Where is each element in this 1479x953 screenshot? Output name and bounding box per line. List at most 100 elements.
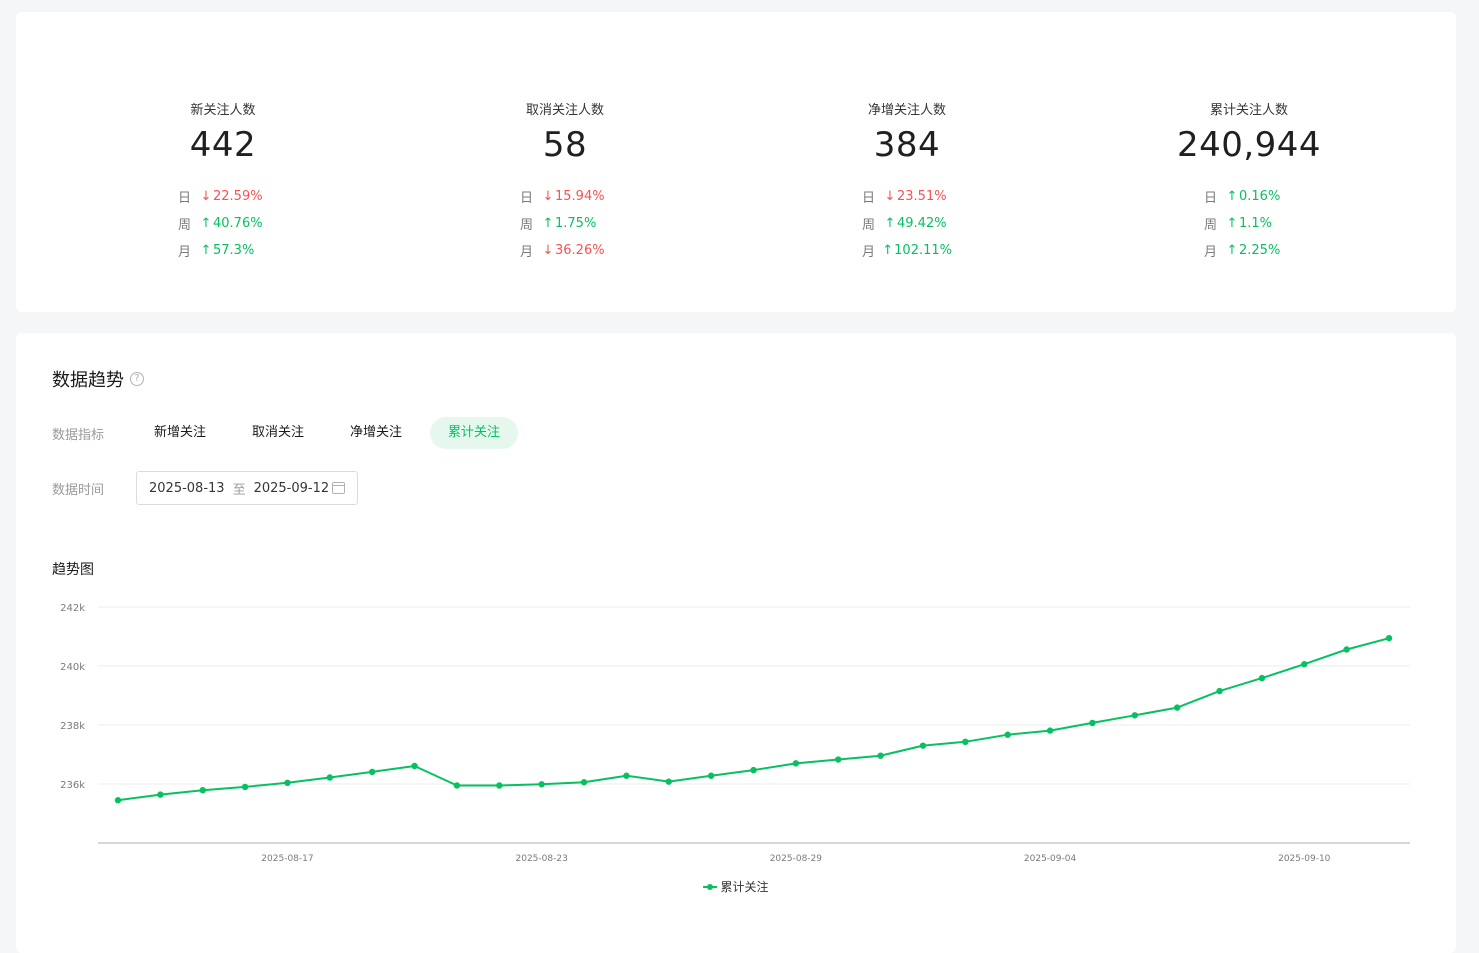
change-period: 月 [862,245,876,260]
stat-label: 累计关注人数 [1209,103,1288,118]
stat-value: 240,944 [1176,125,1322,165]
stat-changes: 日 ↓ 15.94% 周 ↑ 1.75% 月 ↓ 36.26% [385,183,745,264]
data-point [114,797,122,804]
arrow-up-icon: ↑ [882,243,894,258]
section-title: 数据趋势 ? [52,366,144,392]
data-point [1046,727,1054,734]
section-title-text: 数据趋势 [52,370,124,391]
data-point [496,782,503,789]
tab-total-follow[interactable]: 累计关注 [430,417,519,449]
data-point [1258,674,1266,682]
change-value: 49.42% [897,216,947,231]
stat-changes: 日 ↓ 23.51% 周 ↑ 49.42% 月 ↑ 102.11% [727,183,1087,264]
change-row: 周 ↑ 1.1% [1204,210,1294,237]
change-period: 周 [1204,218,1218,233]
stat-changes: 日 ↓ 22.59% 周 ↑ 40.76% 月 ↑ 57.3% [43,183,403,264]
change-row: 日 ↓ 22.59% [178,183,268,210]
arrow-up-icon: ↑ [200,243,212,258]
change-period: 日 [178,191,192,206]
x-tick-label: 2025-09-10 [1278,854,1331,864]
data-point [580,779,588,786]
arrow-down-icon: ↓ [542,189,554,204]
change-row: 周 ↑ 40.76% [178,210,268,237]
legend-label: 累计关注 [720,880,769,894]
change-value: 22.59% [213,189,263,204]
data-point [750,766,757,774]
date-end[interactable]: 2025-09-12 [253,480,330,496]
change-row: 月 ↓ 36.26% [520,237,610,264]
arrow-up-icon: ↑ [884,216,896,231]
tab-unfollow[interactable]: 取消关注 [252,425,305,440]
chart-legend[interactable]: 累计关注 [16,878,1456,895]
data-point [157,791,164,798]
date-separator: 至 [232,482,246,498]
change-value: 40.76% [213,216,263,231]
data-point [919,742,927,749]
stat-value: 58 [542,125,588,165]
metric-tabs: 新增关注 取消关注 净增关注 累计关注 [136,417,528,449]
date-range-picker[interactable]: 2025-08-13 至 2025-09-12 [136,471,358,505]
change-value: 23.51% [897,189,947,204]
data-point [1131,712,1139,719]
y-tick-label: 238k [60,721,85,732]
date-start[interactable]: 2025-08-13 [149,480,225,496]
change-value: 36.26% [555,243,605,258]
x-tick-label: 2025-08-17 [261,854,313,864]
data-point [1004,731,1011,738]
stats-card: 新关注人数 442 日 ↓ 22.59% 周 ↑ 40.76% 月 ↑ 57.3% 取消关注人数… [16,12,1456,312]
data-point [962,738,969,746]
change-value: 2.25% [1239,243,1281,258]
change-period: 月 [520,245,534,260]
data-point [199,786,206,794]
stat-value: 384 [873,125,941,165]
time-label: 数据时间 [52,483,105,498]
x-tick-label: 2025-08-29 [770,854,823,864]
tab-new-follow[interactable]: 新增关注 [154,425,207,440]
stat-label: 新关注人数 [190,103,256,118]
data-point [284,779,291,787]
x-tick-label: 2025-08-23 [516,854,568,864]
arrow-down-icon: ↓ [200,189,212,204]
data-point [1385,634,1393,642]
data-point [538,781,545,788]
data-point [369,768,376,776]
arrow-up-icon: ↑ [542,216,554,231]
change-row: 日 ↓ 23.51% [862,183,952,210]
stat-changes: 日 ↑ 0.16% 周 ↑ 1.1% 月 ↑ 2.25% [1069,183,1429,264]
metric-label: 数据指标 [52,428,105,443]
change-period: 周 [520,218,534,233]
data-point [411,762,418,770]
change-period: 月 [178,245,192,260]
change-period: 日 [520,191,534,206]
arrow-down-icon: ↓ [542,243,554,258]
data-point [1089,719,1096,727]
change-period: 日 [1204,191,1218,206]
data-point [707,772,715,779]
help-icon[interactable]: ? [130,372,144,386]
arrow-up-icon: ↑ [200,216,212,231]
change-value: 15.94% [555,189,605,204]
data-point [1173,704,1181,711]
trend-card: 数据趋势 ? 数据指标 新增关注 取消关注 净增关注 累计关注 数据时间 202… [16,333,1456,953]
change-period: 日 [862,191,876,206]
change-period: 周 [178,218,192,233]
change-period: 周 [862,218,876,233]
stat-label: 取消关注人数 [525,103,604,118]
change-row: 月 ↑ 57.3% [178,237,268,264]
change-value: 1.75% [555,216,597,231]
data-point [835,756,842,763]
data-point [665,778,672,785]
legend-line-icon [703,882,718,892]
tab-net-follow[interactable]: 净增关注 [350,425,403,440]
change-value: 57.3% [213,243,255,258]
calendar-icon[interactable] [332,482,345,494]
arrow-up-icon: ↑ [1226,243,1238,258]
change-period: 月 [1204,245,1218,260]
change-row: 周 ↑ 49.42% [862,210,952,237]
change-value: 102.11% [894,243,952,258]
change-value: 0.16% [1239,189,1281,204]
change-row: 月 ↑ 2.25% [1204,237,1294,264]
data-point [1216,687,1223,695]
chart-title: 趋势图 [52,562,94,578]
trend-chart: 236k 238k 240k 242k 2025-08-17 2025-08-23 2025… [60,603,1410,864]
